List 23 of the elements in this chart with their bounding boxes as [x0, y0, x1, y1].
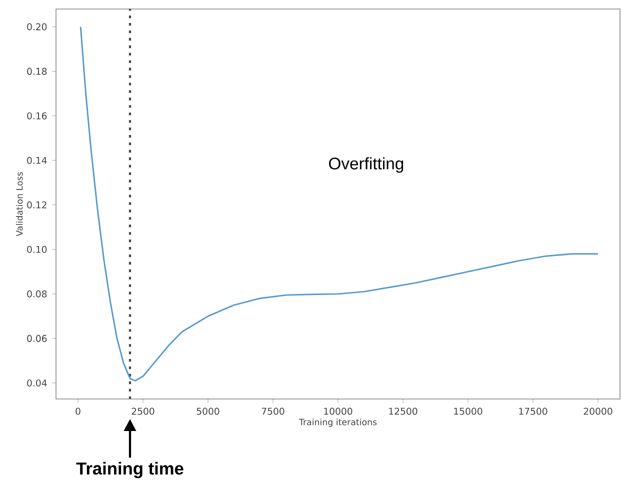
x-tick-label: 12500 — [389, 408, 418, 415]
y-tick-label: 0.08 — [27, 290, 47, 298]
x-axis-title: Training iterations — [298, 418, 377, 427]
y-tick-label: 0.12 — [27, 201, 46, 208]
y-axis-title: Validation Loss — [16, 172, 23, 236]
text: Training time — [76, 462, 184, 478]
x-tick-label: 5000 — [196, 408, 220, 415]
y-tick-label: 0.20 — [27, 23, 47, 30]
annotation: Overfitting — [329, 157, 404, 173]
x-tick-label: 17500 — [519, 408, 548, 415]
y-tick-label: 0.06 — [27, 334, 47, 342]
y-tick-label: 0.10 — [27, 246, 47, 253]
x-tick-label: 0 — [76, 408, 80, 415]
x-tick-label: 2500 — [132, 408, 154, 415]
x-tick-label: 20000 — [584, 408, 612, 415]
y-tick-label: 0.04 — [27, 379, 47, 386]
line-series — [80, 26, 599, 382]
x-tick-label: 15000 — [454, 408, 482, 415]
y-tick-label: 0.16 — [27, 112, 47, 120]
y-tick-label: 0.14 — [27, 156, 47, 164]
x-tick-label: 10000 — [324, 408, 352, 415]
y-tick-label: 0.18 — [27, 68, 47, 75]
x-tick-label: 7500 — [262, 408, 284, 415]
